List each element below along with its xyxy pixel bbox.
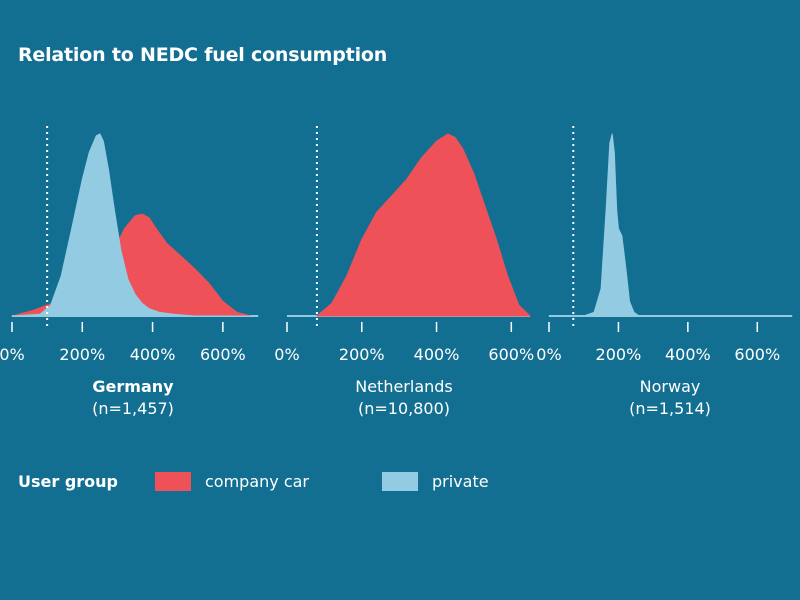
x-tick-label: 400% <box>665 345 711 364</box>
x-tick-label: 400% <box>414 345 460 364</box>
legend-item-private: private <box>382 472 489 491</box>
panel-subtitle: (n=1,457) <box>92 399 174 418</box>
panel-name: Netherlands <box>355 377 453 396</box>
germany-label: Germany (n=1,457) <box>33 376 233 420</box>
x-tick-label: 600% <box>200 345 246 364</box>
x-tick-label: 200% <box>59 345 105 364</box>
x-tick-label: 0% <box>0 345 25 364</box>
x-tick-label: 200% <box>339 345 385 364</box>
x-tick-label: 600% <box>488 345 534 364</box>
series-area-company-car <box>316 133 531 317</box>
panel-subtitle: (n=1,514) <box>629 399 711 418</box>
netherlands-label: Netherlands (n=10,800) <box>304 376 504 420</box>
legend-label: private <box>432 472 489 491</box>
germany-panel: 0% 200% 400% 600% <box>0 126 259 364</box>
legend-label: company car <box>205 472 310 491</box>
netherlands-panel: 0% 200% 400% 600% <box>274 126 534 364</box>
panel-name: Norway <box>639 377 701 396</box>
x-tick-label: 400% <box>130 345 176 364</box>
panel-subtitle: (n=10,800) <box>357 399 450 418</box>
norway-panel: 0% 200% 400% 600% <box>536 126 793 364</box>
legend-swatch-private <box>382 472 418 491</box>
x-tick-label: 0% <box>274 345 299 364</box>
x-tick-label: 200% <box>596 345 642 364</box>
chart-title: Relation to NEDC fuel consumption <box>18 44 388 66</box>
legend-title: User group <box>18 472 119 491</box>
series-area-private <box>548 133 793 317</box>
x-tick-label: 600% <box>734 345 780 364</box>
series-area-private <box>11 133 259 317</box>
x-tick-label: 0% <box>536 345 561 364</box>
panel-name: Germany <box>92 377 174 396</box>
norway-label: Norway (n=1,514) <box>570 376 770 420</box>
legend-item-company-car: company car <box>155 472 309 491</box>
legend-swatch-company-car <box>155 472 191 491</box>
